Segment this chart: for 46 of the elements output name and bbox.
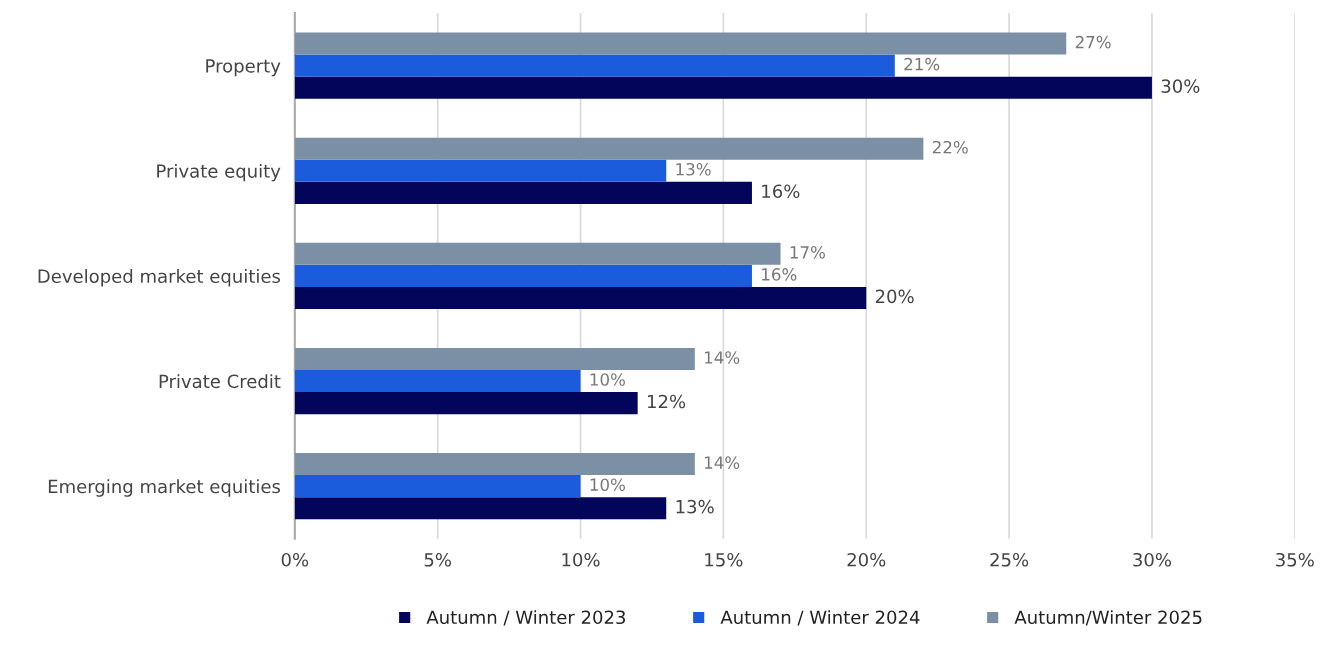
data-label: 13% [676, 162, 711, 176]
bar [294, 475, 581, 498]
x-tick-label: 35% [1276, 552, 1314, 567]
data-label: 16% [762, 184, 800, 199]
y-tick-label: Private Credit [159, 374, 281, 389]
bar [294, 159, 667, 182]
x-tick-label: 30% [1133, 552, 1172, 567]
bar [294, 137, 924, 160]
data-label: 10% [590, 478, 625, 491]
data-label: 27% [1075, 35, 1111, 49]
x-tick-label: 15% [705, 552, 743, 567]
bar [294, 286, 867, 310]
x-tick-label: 20% [847, 552, 886, 567]
data-label: 22% [932, 140, 968, 154]
y-tick-label: Emerging market equities [48, 479, 281, 497]
bar [294, 54, 895, 77]
bar [294, 453, 695, 476]
bar [294, 181, 752, 204]
legend-label: Autumn / Winter 2023 [426, 610, 626, 626]
data-label: 14% [704, 351, 740, 364]
data-label: 20% [875, 289, 914, 304]
bar [294, 264, 752, 287]
bar [294, 32, 1067, 55]
bar [294, 347, 695, 370]
legend-label: Autumn / Winter 2024 [720, 610, 920, 626]
y-tick-label: Developed market equities [38, 269, 281, 287]
data-label: 14% [704, 456, 740, 469]
y-tick-label: Private equity [157, 163, 281, 182]
bar [294, 369, 581, 393]
bar [294, 392, 638, 415]
data-label: 12% [647, 394, 686, 409]
data-label: 21% [904, 57, 940, 71]
y-tick-label: Property [206, 59, 281, 77]
bar [294, 497, 667, 520]
data-label: 30% [1161, 79, 1200, 93]
bar [294, 76, 1152, 99]
x-tick-label: 10% [562, 552, 600, 567]
bar [294, 242, 781, 265]
data-label: 17% [790, 246, 825, 259]
legend-label: Autumn/Winter 2025 [1014, 610, 1202, 626]
data-label: 13% [676, 499, 714, 514]
x-tick-label: 25% [990, 552, 1029, 567]
x-tick-label: 5% [424, 552, 451, 567]
x-tick-label: 0% [281, 552, 309, 567]
data-label: 10% [590, 373, 625, 386]
data-label: 16% [762, 268, 797, 281]
